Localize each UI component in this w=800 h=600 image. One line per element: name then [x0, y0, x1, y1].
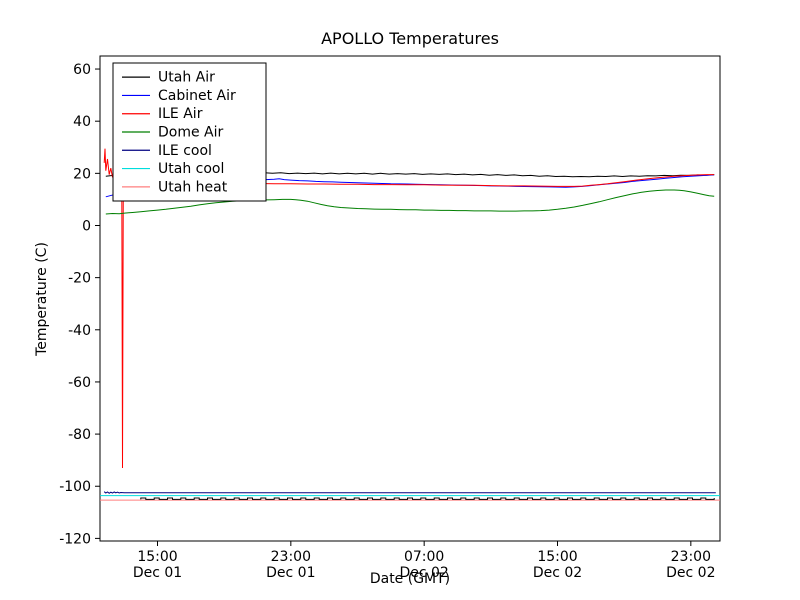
y-tick-label: -40 — [68, 323, 91, 339]
legend-item-label-cabinet-air: Cabinet Air — [158, 88, 236, 104]
y-tick-label: 0 — [82, 218, 91, 234]
x-tick-label-time: 23:00 — [671, 549, 711, 565]
y-tick-label: -120 — [59, 531, 91, 547]
series-dome-air — [105, 189, 715, 215]
legend-item-label-ile-cool: ILE cool — [158, 143, 212, 159]
legend-item-label-utah-air: Utah Air — [158, 70, 215, 86]
series-ile-cool — [103, 491, 716, 494]
x-axis-label: Date (GMT) — [369, 571, 451, 587]
x-tick-label-date: Dec 02 — [666, 565, 715, 581]
y-tick-label: -20 — [68, 271, 91, 287]
chart-title: APOLLO Temperatures — [321, 29, 499, 48]
x-tick-label-date: Dec 01 — [133, 565, 182, 581]
y-tick-label: 20 — [73, 166, 91, 182]
legend-item-label-ile-air: ILE Air — [158, 106, 203, 122]
legend: Utah Air Cabinet Air ILE Air Dome Air ILE co… — [112, 62, 267, 202]
x-tick-label-date: Dec 02 — [533, 565, 582, 581]
x-tick-label-time: 15:00 — [537, 549, 577, 565]
x-tick-label-time: 07:00 — [404, 549, 444, 565]
y-tick-label: 40 — [73, 114, 91, 130]
y-tick-label: -80 — [68, 427, 91, 443]
y-tick-label: -60 — [68, 375, 91, 391]
x-tick-label-time: 15:00 — [137, 549, 177, 565]
x-tick-label-date: Dec 01 — [266, 565, 315, 581]
legend-item-label-utah-cool: Utah cool — [158, 161, 224, 177]
y-tick-label: -100 — [59, 479, 91, 495]
legend-item-label-dome-air: Dome Air — [158, 125, 224, 141]
y-tick-label: 60 — [73, 62, 91, 78]
x-tick-label-date: Dec 02 — [399, 565, 448, 581]
series-unlabeled-pulse-signal — [140, 497, 715, 500]
x-tick-label-time: 23:00 — [271, 549, 311, 565]
legend-item-label-utah-heat: Utah heat — [158, 179, 228, 195]
